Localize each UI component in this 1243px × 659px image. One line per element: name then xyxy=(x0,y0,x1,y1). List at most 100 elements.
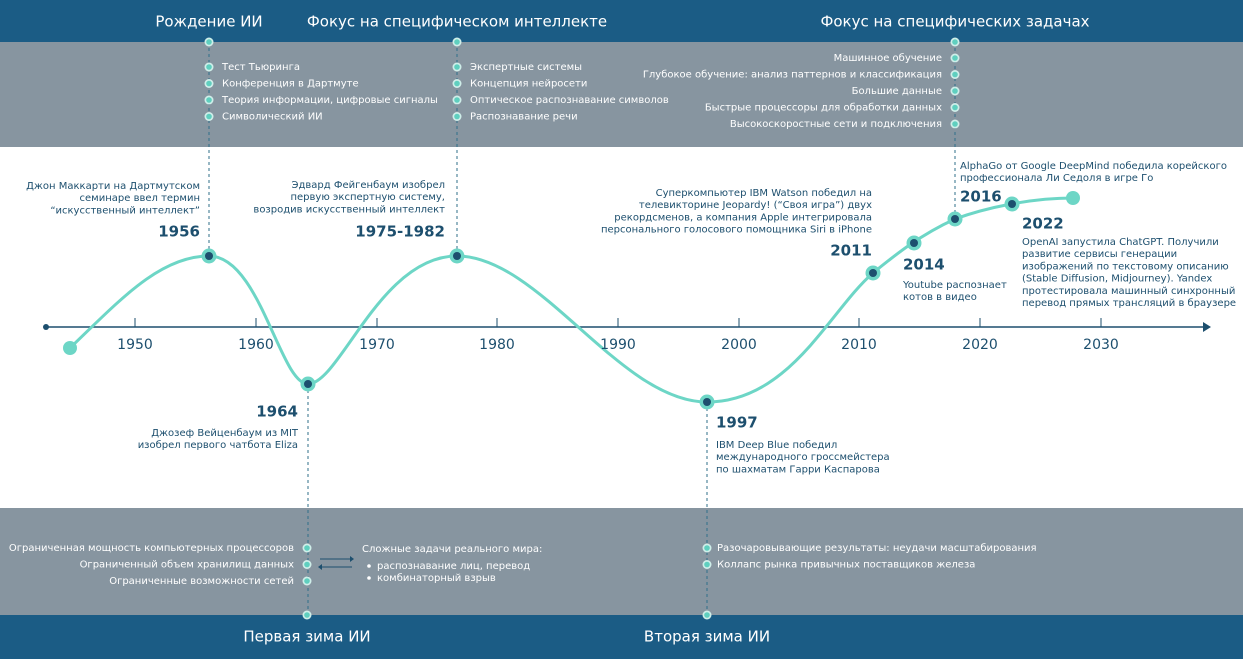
event-point-core xyxy=(1008,200,1016,208)
arrow-head xyxy=(350,556,354,562)
curve-end xyxy=(1066,191,1080,205)
event-text: международного гроссмейстера xyxy=(716,452,890,463)
list-dot-core xyxy=(304,578,310,584)
event-point-core xyxy=(703,398,711,406)
axis-label: 1950 xyxy=(117,337,153,353)
axis-label: 2010 xyxy=(841,337,877,353)
event-text: персонального голосового помощника Siri … xyxy=(601,225,872,236)
arrow-head xyxy=(318,564,322,570)
event-year: 2014 xyxy=(903,256,945,274)
event-point-core xyxy=(910,239,918,247)
event-text: перевод прямых трансляций в браузере xyxy=(1022,298,1236,309)
arrows xyxy=(318,556,354,570)
section-item: Разочаровывающие результаты: неудачи мас… xyxy=(717,543,1037,554)
event-text: Джозеф Вейценбаум из MIT xyxy=(151,428,299,439)
section-title: Первая зима ИИ xyxy=(243,628,370,646)
event-text: изобрел первого чатбота Eliza xyxy=(138,440,298,451)
section-item: Экспертные системы xyxy=(470,62,582,73)
list-dot-core xyxy=(952,104,958,111)
event-year: 1975-1982 xyxy=(355,223,445,241)
section-item: Глубокое обучение: анализ паттернов и кл… xyxy=(643,70,942,81)
event-year: 1964 xyxy=(256,403,298,421)
list-dot-core xyxy=(704,561,710,568)
list-dot-core xyxy=(952,88,958,94)
section-item: Ограниченная мощность компьютерных проце… xyxy=(9,543,294,554)
event-text: (Stable Diffusion, Midjourney). Yandex xyxy=(1022,274,1212,285)
list-dot-core xyxy=(206,113,212,120)
section-item: Ограниченный объем хранилищ данных xyxy=(80,560,295,571)
event-text: Эдвард Фейгенбаум изобрел xyxy=(292,180,446,191)
axis-label: 1970 xyxy=(359,337,395,353)
section-item: Тест Тьюринга xyxy=(221,62,300,73)
event-year: 1997 xyxy=(716,414,758,432)
event-text: семинаре ввел термин xyxy=(80,193,200,204)
event-year: 2022 xyxy=(1022,215,1064,233)
event-text: профессионала Ли Седоля в игре Го xyxy=(960,173,1153,184)
list-dot-core xyxy=(206,97,212,103)
list-dot-core xyxy=(304,561,310,568)
guides xyxy=(208,42,956,615)
list-dot-core xyxy=(304,612,310,618)
section-item: Ограниченные возможности сетей xyxy=(109,576,294,587)
event-text: изображений по текстовому описанию xyxy=(1022,261,1229,272)
axis-label: 1990 xyxy=(600,337,636,353)
list-dot-core xyxy=(454,97,460,103)
section-item: Большие данные xyxy=(852,86,942,97)
event-text: возродив искусственный интеллект xyxy=(253,204,445,215)
list-dot-core xyxy=(454,39,460,45)
list-dot-core xyxy=(952,121,958,127)
details-title: Сложные задачи реального мира: xyxy=(362,544,542,555)
event-year: 1956 xyxy=(158,223,200,241)
top-band xyxy=(0,0,1243,42)
event-text: протестировала машинный синхронный xyxy=(1022,286,1235,297)
curve-start xyxy=(63,341,77,355)
section-item: Быстрые процессоры для обработки данных xyxy=(705,103,942,114)
top-gray-band xyxy=(0,42,1243,147)
section-item: Теория информации, цифровые сигналы xyxy=(221,95,438,106)
event-text: OpenAI запустила ChatGPT. Получили xyxy=(1022,237,1219,248)
list-dot-core xyxy=(704,545,710,551)
event-point-core xyxy=(453,252,461,260)
section-item: Распознавание речи xyxy=(470,112,578,123)
axis-arrow xyxy=(1203,322,1211,332)
bottom-gray-band xyxy=(0,508,1243,615)
section-item: Конференция в Дартмуте xyxy=(222,79,359,90)
event-text: IBM Deep Blue победил xyxy=(716,440,837,451)
axis-label: 1980 xyxy=(479,337,515,353)
axis-label: 2020 xyxy=(962,337,998,353)
section-item: Коллапс рынка привычных поставщиков желе… xyxy=(717,560,975,571)
event-point-core xyxy=(205,252,213,260)
event-point-core xyxy=(951,215,959,223)
event-text: Суперкомпьютер IBM Watson победил на xyxy=(656,188,872,199)
event-text: “искусственный интеллект” xyxy=(50,205,200,216)
event-year: 2016 xyxy=(960,188,1002,206)
section-title: Фокус на специфическом интеллекте xyxy=(307,13,607,31)
list-dot-core xyxy=(206,39,212,45)
list-dot-core xyxy=(952,55,958,61)
axis-label: 1960 xyxy=(238,337,274,353)
details-bullet: распознавание лиц, перевод xyxy=(377,561,530,572)
list-dot-core xyxy=(206,64,212,70)
list-dot-core xyxy=(454,113,460,120)
axis-label: 2030 xyxy=(1083,337,1119,353)
event-text: первую экспертную систему, xyxy=(290,192,445,203)
event-text: рекордсменов, а компания Apple интегриро… xyxy=(614,212,872,223)
event-text: AlphaGo от Google DeepMind победила коре… xyxy=(960,161,1227,172)
list-dot-core xyxy=(304,545,310,551)
axis-label: 2000 xyxy=(721,337,757,353)
event-text: телевикторине Jeopardy! (“Своя игра”) дв… xyxy=(639,200,872,211)
section-item: Машинное обучение xyxy=(834,53,942,64)
list-dot-core xyxy=(952,39,958,45)
section-item: Высокоскоростные сети и подключения xyxy=(730,119,942,130)
list-dot-core xyxy=(952,71,958,78)
event-text: Youtube распознает xyxy=(902,280,1007,291)
event-text: Джон Маккарти на Дартмутском xyxy=(26,181,200,192)
list-dot-core xyxy=(454,64,460,70)
axis-start xyxy=(43,324,49,330)
list-dot-core xyxy=(704,612,710,618)
bullet xyxy=(367,576,371,580)
bullet xyxy=(367,564,371,568)
section-item: Оптическое распознавание символов xyxy=(470,95,669,106)
details-bullet: комбинаторный взрыв xyxy=(377,573,496,584)
